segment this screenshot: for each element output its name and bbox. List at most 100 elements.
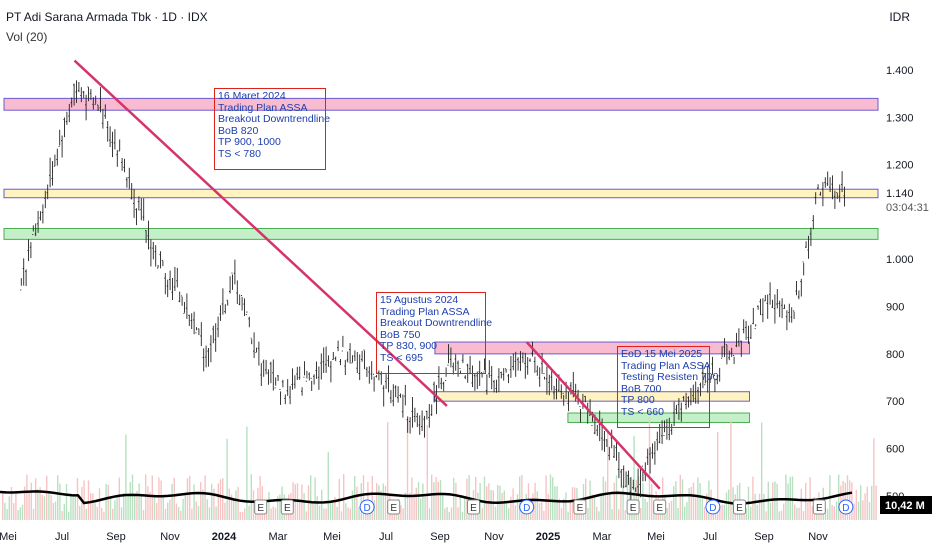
volume-bar — [802, 511, 805, 520]
volume-bar — [123, 493, 125, 520]
volume-bar — [701, 498, 703, 520]
annotation-line: 16 Maret 2024 — [218, 90, 286, 102]
volume-bar — [541, 502, 543, 520]
trendline-1[interactable] — [73, 59, 448, 407]
event-dividend-marker[interactable] — [838, 499, 854, 515]
volume-bar — [156, 503, 158, 520]
currency-label[interactable]: IDR — [889, 10, 910, 24]
event-dividend-marker[interactable] — [519, 499, 535, 515]
volume-bar — [404, 492, 406, 520]
countdown-label: 03:04:31 — [886, 202, 929, 214]
volume-bar — [140, 495, 142, 520]
event-earnings-marker[interactable] — [254, 499, 268, 515]
volume-bar — [717, 432, 719, 520]
volume-bar — [376, 483, 378, 520]
volume-bar — [268, 491, 270, 520]
trendline-2[interactable] — [525, 341, 661, 490]
volume-bar — [406, 420, 409, 520]
event-earnings-marker[interactable] — [733, 499, 746, 515]
event-earnings-marker[interactable] — [626, 499, 640, 515]
volume-bar — [259, 475, 261, 520]
zone-ts-2025[interactable] — [567, 412, 751, 423]
volume-bar — [536, 491, 538, 520]
volume-bar — [723, 504, 725, 520]
event-earnings-marker[interactable] — [573, 499, 587, 515]
volume-bar — [607, 432, 609, 520]
zone-tp-2024[interactable] — [434, 341, 750, 355]
y-tick-label: 1.400 — [886, 65, 914, 77]
volume-bar — [690, 486, 692, 520]
annotation-line: TS < 695 — [380, 351, 423, 364]
event-earnings-marker[interactable] — [812, 499, 826, 515]
event-label: D — [709, 503, 716, 514]
y-tick-label: 600 — [886, 443, 904, 455]
volume-bar — [745, 507, 747, 520]
volume-bar — [312, 503, 314, 520]
zone-breakout[interactable] — [3, 188, 879, 199]
volume-bar — [400, 505, 402, 520]
volume-bar — [21, 504, 24, 520]
volume-bar — [230, 494, 233, 520]
volume-bar — [244, 508, 246, 520]
volume-bar — [101, 507, 103, 520]
x-tick-label: Nov — [160, 531, 180, 543]
volume-bar — [109, 498, 112, 520]
volume-bar — [237, 486, 239, 520]
volume-bar — [684, 506, 686, 520]
volume-bar — [728, 489, 730, 520]
event-earnings-marker[interactable] — [280, 499, 294, 515]
volume-bar — [805, 482, 807, 520]
volume-bar — [519, 476, 521, 520]
volume-indicator-label[interactable]: Vol (20) — [6, 30, 48, 44]
volume-bar — [846, 475, 849, 520]
volume-bar — [563, 498, 565, 520]
volume-bar — [299, 501, 301, 520]
candles — [20, 80, 845, 506]
x-tick-label: Nov — [484, 531, 504, 543]
volume-bar — [435, 477, 437, 520]
event-earnings-marker[interactable] — [653, 499, 667, 515]
volume-bar — [145, 474, 147, 520]
volume-bar — [686, 502, 688, 520]
volume-bar — [336, 506, 338, 520]
event-dividend-marker[interactable] — [359, 499, 375, 515]
annotation-line: Breakout Downtrendline — [380, 317, 493, 330]
volume-bar — [213, 488, 215, 520]
volume-bar — [708, 480, 710, 520]
volume-bar — [644, 498, 646, 520]
volume-bar — [851, 482, 853, 520]
event-dividend-marker[interactable] — [705, 499, 721, 515]
x-tick-label: Jul — [703, 531, 717, 543]
volume-bar — [149, 491, 151, 520]
volume-bar — [629, 477, 631, 520]
x-tick-label: Mei — [647, 531, 665, 543]
event-earnings-marker[interactable] — [467, 499, 480, 515]
zone-resistance[interactable] — [3, 97, 879, 111]
volume-bar — [855, 489, 857, 520]
volume-bar — [235, 490, 237, 520]
volume-bar — [314, 477, 316, 520]
volume-bar — [466, 478, 468, 520]
annotation-march-2024[interactable]: 16 Maret 2024 Trading Plan ASSA Breakout D… — [214, 88, 330, 170]
annotation-may-2025[interactable]: EoD 15 Mei 2025 Trading Plan ASSA Testing … — [617, 346, 718, 428]
x-tick-label: Sep — [430, 531, 450, 543]
x-tick-label: Mar — [269, 531, 288, 543]
volume-bar — [4, 502, 6, 520]
volume-bar — [239, 511, 241, 520]
volume-bar — [446, 506, 448, 520]
volume-bar — [560, 508, 563, 520]
event-earnings-marker[interactable] — [387, 499, 401, 515]
volume-bar — [142, 510, 145, 520]
zone-support[interactable] — [3, 227, 879, 240]
volume-bar — [26, 474, 28, 520]
volume-bar — [345, 503, 347, 520]
volume-bar — [624, 510, 626, 520]
volume-bar — [750, 506, 752, 520]
volume-bar — [127, 496, 129, 520]
volume-bar — [30, 482, 32, 520]
volume-bar — [873, 438, 875, 520]
volume-bar — [642, 482, 644, 520]
annotation-august-2024[interactable]: 15 Agustus 2024 Trading Plan ASSA Breakout… — [376, 292, 493, 374]
volume-bar — [129, 482, 131, 520]
